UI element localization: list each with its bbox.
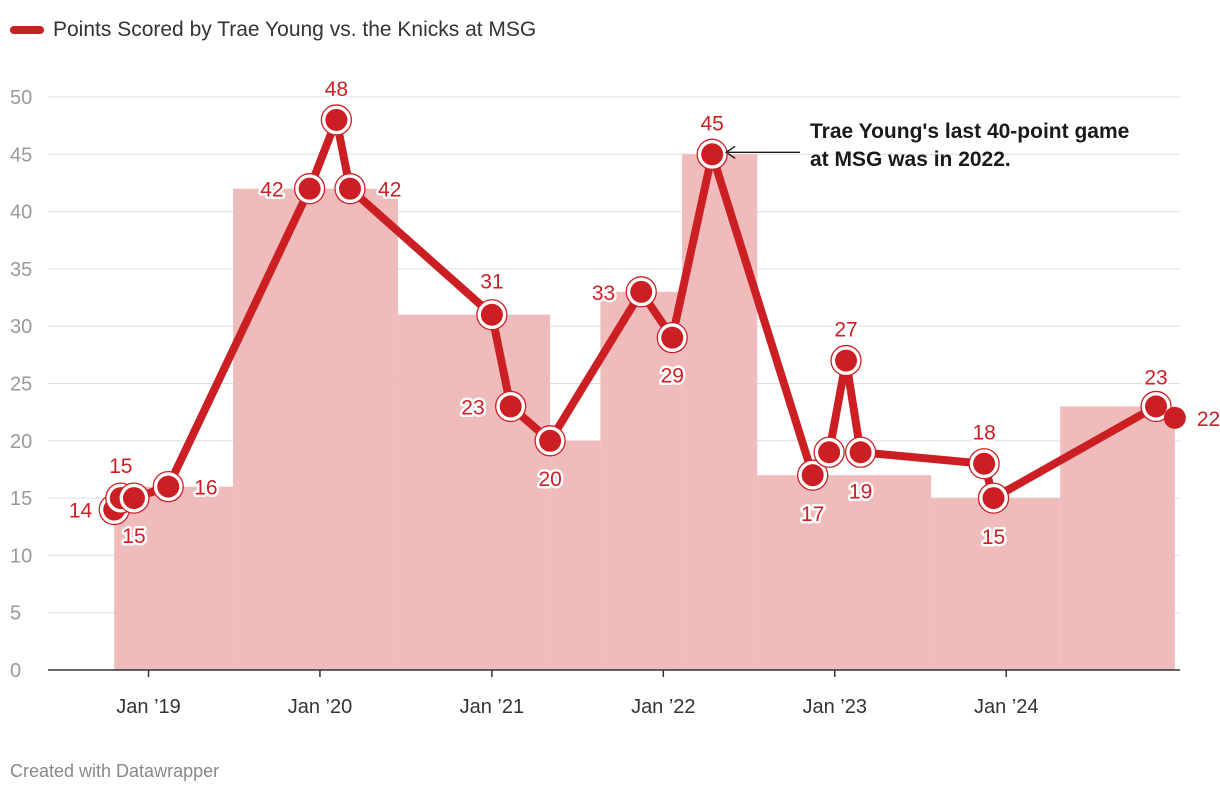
axes: 0 5 10 15 20 25 30 35 40 45 50 Jan ’19 Jan ’20 Jan ’2… — [10, 87, 1180, 718]
data-label-halo: 22 — [1197, 408, 1220, 431]
annotation-line-2: at MSG was in 2022. — [810, 148, 1011, 171]
data-label: 27 — [834, 319, 857, 342]
data-label-halo: 14 — [69, 500, 93, 523]
data-point — [1145, 395, 1168, 418]
data-label-halo: 31 — [480, 271, 503, 294]
data-label: 42 — [378, 179, 401, 202]
data-label: 29 — [661, 365, 684, 388]
data-point — [973, 452, 996, 475]
data-label: 31 — [480, 271, 503, 294]
data-label: 19 — [849, 480, 872, 503]
y-tick-label: 0 — [10, 660, 21, 682]
data-point — [835, 349, 858, 372]
area-step — [931, 498, 1061, 670]
data-label: 33 — [592, 282, 615, 305]
data-label-halo: 42 — [378, 179, 401, 202]
data-label: 45 — [700, 112, 723, 135]
data-point — [1163, 406, 1186, 429]
area-step — [114, 486, 234, 670]
data-label: 15 — [982, 526, 1005, 549]
data-label: 42 — [260, 179, 283, 202]
y-tick-label: 40 — [10, 202, 32, 224]
data-label: 48 — [325, 78, 348, 101]
annotation-arrowhead — [724, 145, 736, 159]
data-label-halo: 23 — [461, 396, 484, 419]
data-label: 23 — [461, 396, 484, 419]
data-label-halo: 33 — [592, 282, 615, 305]
area-steps — [114, 154, 1175, 671]
legend-swatch — [10, 26, 44, 34]
data-label: 15 — [122, 525, 145, 548]
data-label-halo: 29 — [661, 365, 684, 388]
area-step — [550, 440, 601, 670]
data-label: 14 — [69, 500, 93, 523]
data-label-halo: 42 — [260, 179, 283, 202]
data-point — [539, 429, 562, 452]
data-point — [661, 326, 684, 349]
series-points — [98, 104, 1186, 526]
data-label-halo: 23 — [1144, 366, 1167, 389]
data-label-halo: 18 — [972, 422, 995, 445]
y-tick-label: 20 — [10, 431, 32, 453]
legend-label: Points Scored by Trae Young vs. the Knic… — [53, 18, 537, 41]
y-tick-label: 50 — [10, 87, 32, 109]
data-point — [157, 475, 180, 498]
data-point — [298, 177, 321, 200]
data-label: 17 — [801, 503, 824, 526]
data-label-halo: 48 — [325, 78, 348, 101]
data-point — [122, 487, 145, 510]
y-tick-label: 15 — [10, 488, 32, 510]
data-label: 20 — [538, 468, 561, 491]
y-tick-label: 10 — [10, 545, 32, 567]
area-step — [600, 291, 683, 670]
data-label-halo: 15 — [109, 455, 132, 478]
y-tick-label: 25 — [10, 374, 32, 396]
data-point — [849, 441, 872, 464]
credit-footer: Created with Datawrapper — [10, 761, 220, 781]
y-tick-label: 30 — [10, 316, 32, 338]
data-point — [480, 303, 503, 326]
data-label-halo: 17 — [801, 503, 824, 526]
y-tick-label: 45 — [10, 144, 32, 166]
x-tick-label: Jan ’23 — [803, 696, 868, 718]
data-point — [339, 177, 362, 200]
data-label-halo: 15 — [982, 526, 1005, 549]
data-label-halo: 27 — [834, 319, 857, 342]
x-tick-label: Jan ’20 — [288, 696, 353, 718]
data-label: 15 — [109, 455, 132, 478]
area-step — [757, 475, 932, 670]
legend: Points Scored by Trae Young vs. the Knic… — [10, 16, 536, 44]
data-point — [801, 464, 824, 487]
data-point — [982, 487, 1005, 510]
area-step — [397, 314, 551, 670]
y-tick-label: 5 — [10, 603, 21, 625]
x-tick-label: Jan ’22 — [631, 696, 696, 718]
annotation-line-1: Trae Young's last 40-point game — [810, 120, 1129, 143]
data-point — [325, 108, 348, 131]
data-label: 22 — [1197, 408, 1220, 431]
area-step — [1060, 406, 1175, 670]
data-point — [630, 280, 653, 303]
data-label-halo: 20 — [538, 468, 561, 491]
x-tick-label: Jan ’24 — [974, 696, 1039, 718]
data-label-halo: 16 — [194, 477, 217, 500]
data-point — [499, 395, 522, 418]
data-labels: 1414151515151616424248484242313123232020… — [66, 75, 1220, 551]
data-label-halo: 45 — [700, 112, 723, 135]
data-point — [818, 441, 841, 464]
data-label: 18 — [972, 422, 995, 445]
data-label: 23 — [1144, 366, 1167, 389]
area-step — [233, 188, 398, 670]
y-tick-label: 35 — [10, 259, 32, 281]
data-label: 16 — [194, 477, 217, 500]
data-point — [701, 143, 724, 166]
annotation: Trae Young's last 40-point game at MSG wa… — [724, 120, 1129, 171]
x-tick-label: Jan ’19 — [116, 696, 181, 718]
data-label-halo: 19 — [849, 480, 872, 503]
x-tick-label: Jan ’21 — [460, 696, 525, 718]
data-label-halo: 15 — [122, 525, 145, 548]
